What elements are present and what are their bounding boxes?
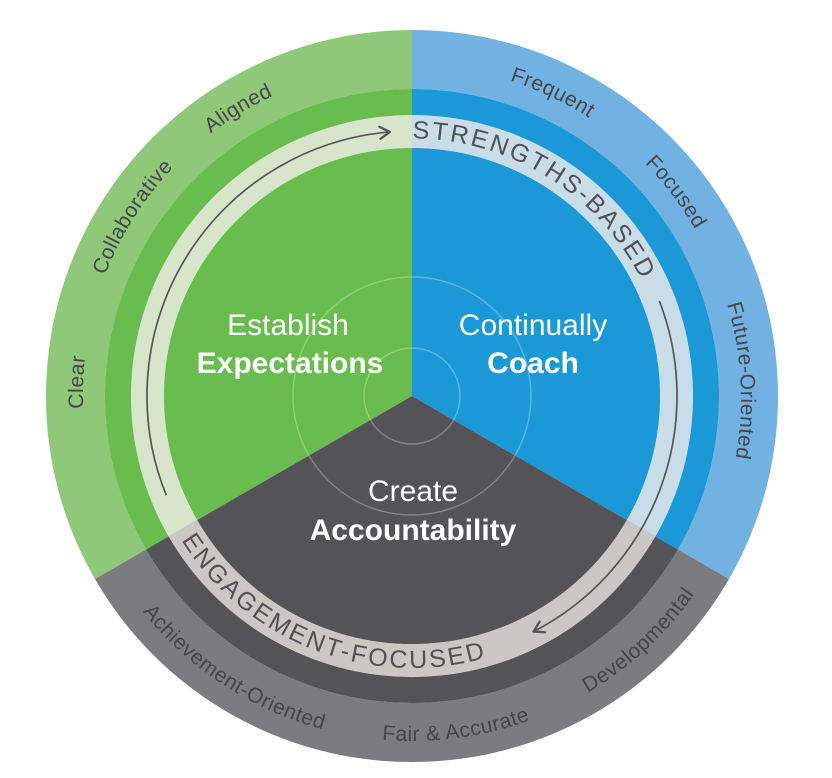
outer-ring-accountability (95, 549, 729, 763)
faint-hub-circle-outer (292, 276, 532, 516)
label-create: Create (368, 475, 458, 508)
cycle-arrow-right-down (532, 300, 678, 634)
outer-ring-word: Clear (65, 354, 90, 409)
inner-band-expectations (130, 115, 413, 537)
label-accountability: Accountability (310, 514, 517, 547)
faint-hub-circle-inner (363, 347, 461, 445)
label-coach: Coach (487, 347, 579, 380)
outer-ring-coach (412, 29, 779, 579)
outer-ring-word-text: Clear (65, 354, 90, 409)
inner-band-coach (412, 115, 694, 537)
wedge-continually-coach (412, 88, 720, 550)
outer-ring-expectations (45, 29, 412, 579)
wedge-establish-expectations (104, 88, 412, 550)
label-continually: Continually (459, 309, 607, 342)
cycle-arrow-left-up (146, 125, 392, 496)
label-expectations: Expectations (197, 347, 384, 380)
inner-band-accountability (168, 520, 656, 678)
label-establish: Establish (227, 309, 349, 342)
